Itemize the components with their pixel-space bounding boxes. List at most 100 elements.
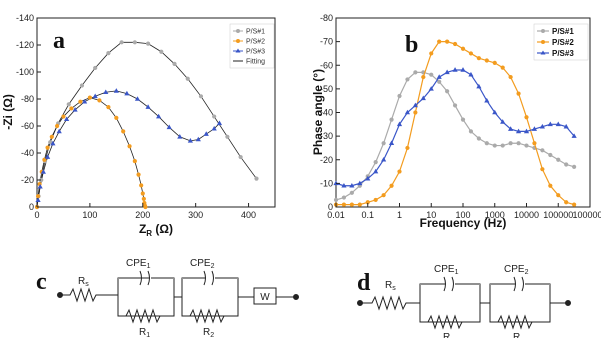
nyquist-x-tick-label: 200 xyxy=(135,210,150,220)
bode-point-ps1 xyxy=(548,152,553,158)
nyquist-point-ps2 xyxy=(139,183,144,188)
nyquist-point-ps2 xyxy=(143,204,148,210)
nyquist-point-ps1 xyxy=(119,40,124,45)
bode-x-tick-label: 1 xyxy=(397,210,402,220)
legend-marker-ps1 xyxy=(236,29,240,33)
bode-point-ps3 xyxy=(357,180,363,186)
bode-point-ps2 xyxy=(484,58,489,63)
nyquist-point-ps3 xyxy=(166,124,172,130)
bode-point-ps2 xyxy=(500,65,505,70)
circuit-c-r1-label: R1 xyxy=(139,327,150,338)
bode-y-tick-label: -70 xyxy=(320,37,333,47)
nyquist-y-tick-label: -40 xyxy=(21,148,34,158)
bode-point-ps1 xyxy=(500,143,505,148)
bode-point-ps1 xyxy=(429,72,434,77)
circuit-d-parallel-2 xyxy=(489,283,551,323)
nyquist-point-ps2 xyxy=(35,194,41,199)
bode-point-ps1 xyxy=(349,190,354,195)
bode-point-ps1 xyxy=(524,143,529,148)
bode-point-ps3 xyxy=(404,109,411,115)
nyquist-point-ps1 xyxy=(145,41,151,46)
equivalent-circuit-c: c Rs CPE1 R1 CPE2 R2 W xyxy=(36,258,299,338)
bode-point-ps2 xyxy=(564,200,569,205)
bode-legend-marker-ps2 xyxy=(541,40,545,44)
legend-label-ps2: P/S#2 xyxy=(246,39,265,46)
nyquist-point-ps3 xyxy=(44,154,51,159)
bode-point-ps1 xyxy=(572,164,577,169)
nyquist-point-ps3 xyxy=(216,120,223,126)
panel-label-b: b xyxy=(405,32,418,58)
bode-point-ps3 xyxy=(365,175,371,181)
bode-legend-label-ps1: P/S#1 xyxy=(552,27,574,36)
nyquist-point-ps1 xyxy=(159,49,164,54)
bode-y-tick-label: -80 xyxy=(320,13,333,23)
bode-point-ps3 xyxy=(484,97,490,103)
bode-y-tick-label: -30 xyxy=(320,131,333,141)
bode-point-ps1 xyxy=(405,77,410,82)
bode-point-ps3 xyxy=(515,128,522,134)
nyquist-point-ps3 xyxy=(37,183,43,189)
nyquist-point-ps3 xyxy=(35,197,41,203)
nyquist-fitting-line xyxy=(36,97,146,208)
nyquist-legend: P/S#1 P/S#2 P/S#3 Fitting xyxy=(229,23,275,69)
bode-point-ps3 xyxy=(563,123,569,129)
bode-point-ps3 xyxy=(531,126,538,131)
circuit-d-cpe1 xyxy=(420,276,480,292)
nyquist-y-tick-label: 0 xyxy=(29,202,34,212)
bode-point-ps3 xyxy=(555,121,561,127)
bode-point-ps2 xyxy=(413,110,418,115)
nyquist-point-ps3 xyxy=(72,107,78,112)
legend-marker-ps3 xyxy=(235,48,241,53)
nyquist-y-tick-label: -100 xyxy=(16,67,34,77)
bode-point-ps3 xyxy=(349,182,355,188)
legend-label-ps1: P/S#1 xyxy=(246,29,265,36)
nyquist-point-ps1 xyxy=(238,154,243,160)
nyquist-point-ps2 xyxy=(121,129,126,134)
nyquist-point-ps2 xyxy=(45,145,50,150)
circuit-c-warburg-label: W xyxy=(260,292,270,303)
nyquist-point-ps2 xyxy=(106,105,111,110)
nyquist-point-ps2 xyxy=(54,123,60,129)
bode-point-ps1 xyxy=(468,129,474,134)
bode-y-axis-label: Phase angle (°) xyxy=(311,69,325,155)
bode-point-ps1 xyxy=(341,195,347,200)
nyquist-point-ps1 xyxy=(93,65,98,71)
circuit-c-parallel-2 xyxy=(181,277,239,317)
bode-point-ps2 xyxy=(508,74,513,80)
bode-y-tick-label: -40 xyxy=(320,108,333,118)
circuit-c-rs-label: Rs xyxy=(78,276,89,288)
bode-point-ps3 xyxy=(388,140,395,146)
circuit-d-r2-label: R xyxy=(513,332,520,338)
nyquist-point-ps3 xyxy=(134,96,141,101)
bode-point-ps1 xyxy=(460,117,466,122)
bode-point-ps2 xyxy=(540,167,545,172)
bode-point-ps2 xyxy=(556,193,561,198)
bode-point-ps3 xyxy=(396,121,403,127)
circuit-d-r1-resistor xyxy=(420,314,480,330)
nyquist-point-ps1 xyxy=(79,83,85,88)
bode-point-ps3 xyxy=(468,71,474,77)
bode-point-ps2 xyxy=(460,46,466,51)
bode-point-ps3 xyxy=(373,168,379,174)
nyquist-point-ps2 xyxy=(49,134,54,139)
circuit-c-cpe2-label: CPE2 xyxy=(190,258,215,270)
nyquist-point-ps1 xyxy=(172,61,177,66)
panel-label-a: a xyxy=(53,28,65,54)
nyquist-point-ps2 xyxy=(114,115,119,120)
bode-legend-label-ps2: P/S#2 xyxy=(552,38,574,47)
nyquist-y-tick-label: -80 xyxy=(21,94,34,104)
bode-point-ps2 xyxy=(516,91,521,96)
bode-point-ps1 xyxy=(373,160,378,165)
equivalent-circuit-d: d Rs CPE1 R CPE2 R xyxy=(357,264,571,338)
bode-x-tick-label: 100 xyxy=(455,210,470,220)
bode-point-ps1 xyxy=(413,70,418,75)
bode-point-ps1 xyxy=(445,89,450,94)
bode-y-tick-label: -50 xyxy=(320,84,333,94)
nyquist-x-tick-label: 0 xyxy=(34,210,39,220)
bode-point-ps2 xyxy=(572,202,577,207)
bode-point-ps3 xyxy=(420,95,426,101)
bode-point-ps1 xyxy=(516,141,521,146)
nyquist-x-tick-label: 400 xyxy=(241,210,256,220)
